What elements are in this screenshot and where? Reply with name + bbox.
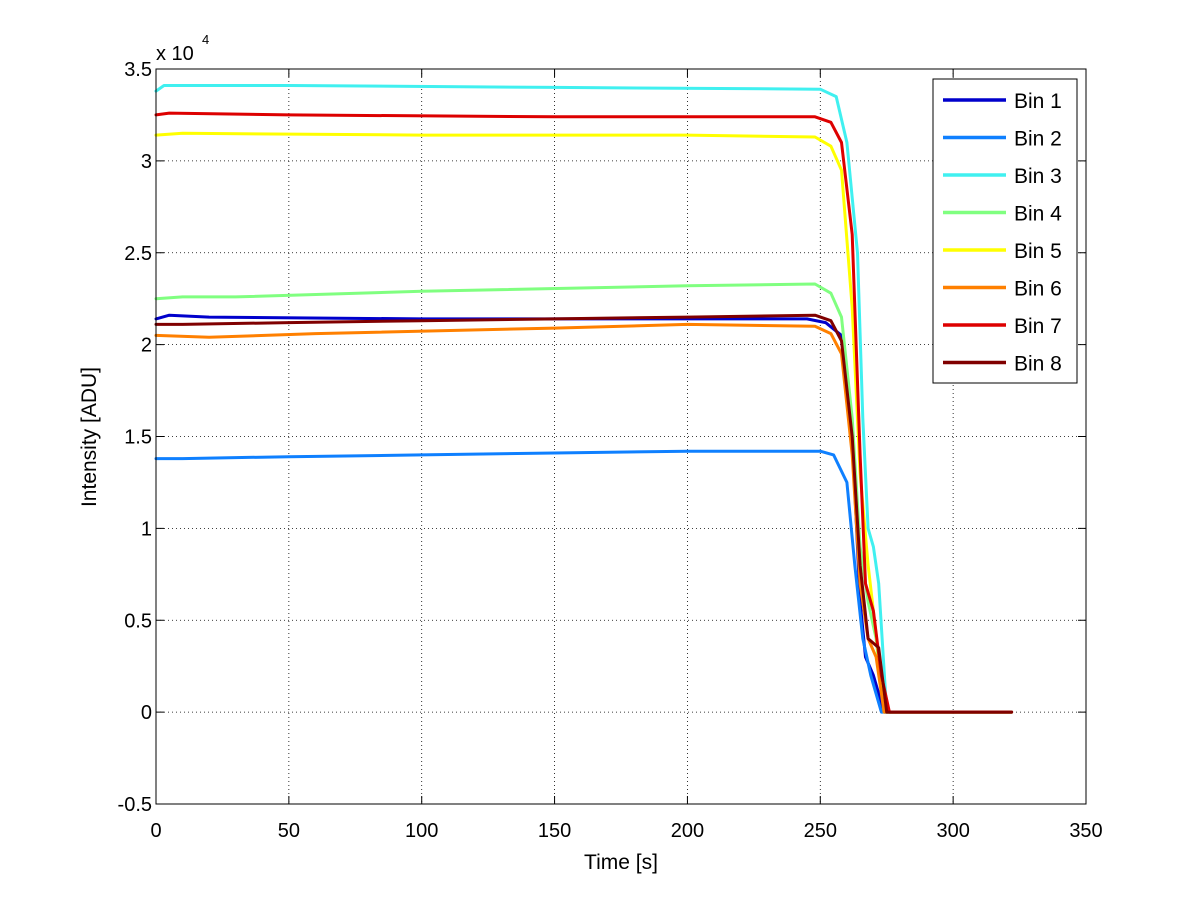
series-line-bin-3	[154, 84, 1014, 714]
x-tick-label: 150	[538, 820, 571, 842]
y-exponent-base: x 10	[156, 43, 194, 65]
legend-label-bin-5: Bin 5	[1014, 240, 1062, 263]
legend-label-bin-2: Bin 2	[1014, 128, 1062, 151]
x-axis-label: Time [s]	[584, 851, 658, 874]
series-line-bin-8	[154, 313, 1014, 714]
y-axis-label: Intensity [ADU]	[78, 367, 101, 507]
x-tick-label: 200	[671, 820, 704, 842]
legend-label-bin-6: Bin 6	[1014, 278, 1062, 301]
legend-label-bin-7: Bin 7	[1014, 315, 1062, 338]
legend-label-bin-3: Bin 3	[1014, 165, 1062, 188]
y-tick-label: 1.5	[124, 427, 152, 449]
tick-labels: 0 50 100 150 200 250 300 350 -0.5 0 0.5 1 1.5 2 2.5 3 3.…	[118, 59, 1103, 842]
y-tick-label: 2	[141, 335, 152, 357]
x-tick-label: 50	[278, 820, 300, 842]
series-line-bin-2	[154, 449, 1014, 714]
legend-label-bin-8: Bin 8	[1014, 353, 1062, 376]
y-tick-label: 0	[141, 702, 152, 724]
y-tick-label: 3	[141, 151, 152, 173]
y-tick-label: 1	[141, 518, 152, 540]
y-tick-label: 0.5	[124, 610, 152, 632]
grid	[156, 69, 1086, 804]
series-line-bin-6	[154, 322, 1014, 714]
legend-label-bin-4: Bin 4	[1014, 203, 1062, 226]
series-line-bin-1	[154, 313, 1014, 714]
x-tick-label: 250	[804, 820, 837, 842]
y-exponent-power: 4	[202, 32, 209, 47]
legend-box	[932, 78, 1078, 384]
legend: Bin 1 Bin 2 Bin 3 Bin 4 Bin 5 Bin 6 Bin 7 Bin 8	[932, 78, 1078, 384]
y-tick-label: -0.5	[118, 794, 152, 816]
x-tick-label: 0	[150, 820, 161, 842]
y-tick-label: 3.5	[124, 59, 152, 81]
legend-label-bin-1: Bin 1	[1014, 90, 1062, 113]
y-tick-label: 2.5	[124, 243, 152, 265]
x-tick-label: 100	[405, 820, 438, 842]
series-group	[154, 84, 1014, 714]
x-tick-label: 300	[936, 820, 969, 842]
ticks	[155, 68, 1087, 805]
x-tick-label: 350	[1069, 820, 1102, 842]
